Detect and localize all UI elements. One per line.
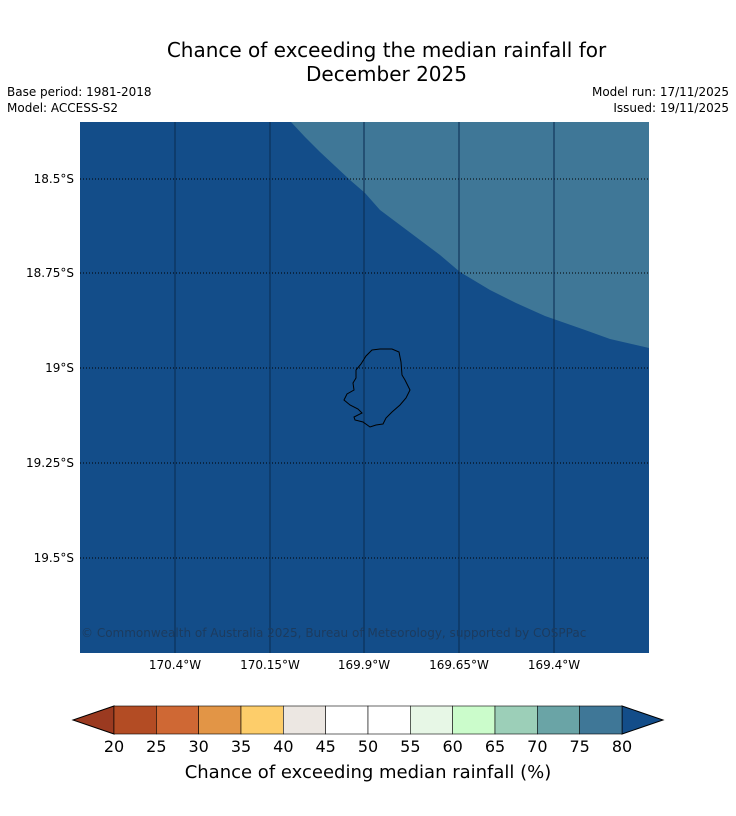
lat-tick-label: 19.25°S bbox=[26, 456, 74, 470]
colorbar-over-arrow bbox=[621, 705, 665, 735]
lat-tick-label: 19.5°S bbox=[34, 551, 74, 565]
colorbar-tick-label: 30 bbox=[188, 737, 208, 756]
colorbar-tick-label: 70 bbox=[527, 737, 547, 756]
model-name: Model: ACCESS-S2 bbox=[7, 101, 119, 115]
island-outline bbox=[343, 348, 411, 428]
issued-date: Issued: 19/11/2025 bbox=[613, 101, 729, 115]
colorbar-tick-label: 45 bbox=[315, 737, 335, 756]
map-panel: © Commonwealth of Australia 2025, Bureau… bbox=[80, 122, 649, 653]
copyright-notice: © Commonwealth of Australia 2025, Bureau… bbox=[81, 626, 586, 640]
colorbar: 20 25 30 35 40 45 50 55 60 65 70 75 80 bbox=[71, 705, 665, 756]
colorbar-segment bbox=[198, 705, 242, 735]
colorbar-segment bbox=[240, 705, 284, 735]
colorbar-segment bbox=[494, 705, 538, 735]
lon-tick-label: 170.15°W bbox=[240, 658, 300, 672]
colorbar-segment bbox=[579, 705, 623, 735]
lat-tick-label: 18.75°S bbox=[26, 266, 74, 280]
colorbar-tick-label: 80 bbox=[612, 737, 632, 756]
title-line-2: December 2025 bbox=[306, 62, 467, 86]
colorbar-segment bbox=[537, 705, 580, 735]
colorbar-segment bbox=[367, 705, 411, 735]
lon-tick-label: 170.4°W bbox=[149, 658, 201, 672]
colorbar-segment bbox=[283, 705, 326, 735]
base-period: Base period: 1981-2018 bbox=[7, 85, 152, 99]
lon-tick-label: 169.65°W bbox=[429, 658, 489, 672]
colorbar-tick-label: 60 bbox=[442, 737, 462, 756]
colorbar-segment bbox=[452, 705, 496, 735]
colorbar-tick-label: 25 bbox=[146, 737, 166, 756]
colorbar-segment bbox=[325, 705, 369, 735]
colorbar-segment bbox=[113, 705, 157, 735]
lon-tick-labels: 170.4°W 170.15°W 169.9°W 169.65°W 169.4°… bbox=[149, 658, 580, 672]
colorbar-tick-label: 55 bbox=[400, 737, 420, 756]
colorbar-under-arrow bbox=[71, 705, 115, 735]
lat-tick-labels: 18.5°S 18.75°S 19°S 19.25°S 19.5°S bbox=[26, 172, 74, 565]
lat-tick-label: 18.5°S bbox=[34, 172, 74, 186]
colorbar-tick-label: 65 bbox=[485, 737, 505, 756]
colorbar-tick-label: 50 bbox=[358, 737, 378, 756]
colorbar-tick-label: 40 bbox=[273, 737, 293, 756]
colorbar-segment bbox=[410, 705, 453, 735]
title-line-1: Chance of exceeding the median rainfall … bbox=[166, 38, 607, 62]
meta-right: Model run: 17/11/2025 Issued: 19/11/2025 bbox=[592, 84, 729, 116]
meridians bbox=[174, 122, 555, 653]
model-run: Model run: 17/11/2025 bbox=[591, 85, 729, 99]
colorbar-label: Chance of exceeding median rainfall (%) bbox=[185, 762, 552, 783]
colorbar-tick-label: 35 bbox=[231, 737, 251, 756]
lon-tick-label: 169.9°W bbox=[338, 658, 390, 672]
lat-tick-label: 19°S bbox=[45, 361, 74, 375]
lon-tick-label: 169.4°W bbox=[528, 658, 580, 672]
colorbar-segment bbox=[156, 705, 199, 735]
colorbar-tick-label: 75 bbox=[569, 737, 589, 756]
colorbar-tick-label: 20 bbox=[104, 737, 124, 756]
meta-left: Base period: 1981-2018 Model: ACCESS-S2 bbox=[7, 84, 152, 116]
chart-title: Chance of exceeding the median rainfall … bbox=[0, 38, 736, 86]
